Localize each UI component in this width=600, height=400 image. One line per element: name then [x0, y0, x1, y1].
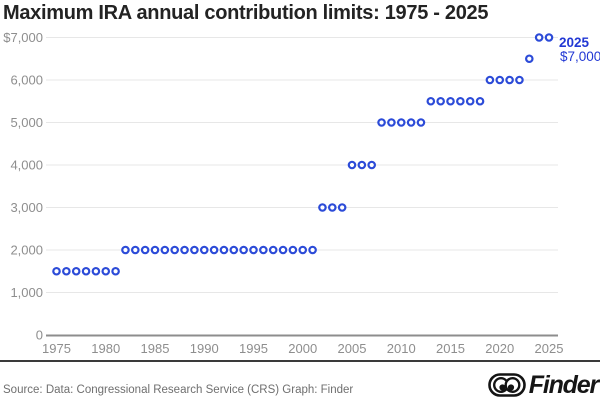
y-tick-label: 5,000	[10, 115, 43, 130]
y-tick-label: 3,000	[10, 200, 43, 215]
data-point-marker	[347, 160, 357, 170]
data-point-marker	[111, 266, 120, 276]
data-point-marker	[160, 245, 170, 255]
data-point-marker	[475, 96, 485, 106]
data-point-marker	[318, 203, 327, 212]
data-point-marker	[406, 118, 416, 127]
data-point-marker	[485, 75, 495, 85]
source-credit-text: Source: Data: Congressional Research Ser…	[3, 384, 354, 396]
data-point-marker	[268, 245, 278, 255]
x-tick-label: 2010	[387, 341, 416, 356]
data-point-marker	[91, 266, 101, 276]
data-point-marker	[387, 118, 396, 127]
y-tick-label: 0	[36, 328, 43, 343]
data-point-marker	[367, 160, 377, 170]
x-tick-label: 2015	[436, 341, 465, 356]
annotation-year-label: 2025	[559, 35, 590, 50]
data-point-marker	[327, 203, 337, 212]
x-tick-label: 1975	[42, 341, 71, 356]
data-point-marker	[534, 33, 544, 42]
y-tick-label: 2,000	[10, 243, 43, 258]
googly-eyes-icon	[487, 373, 526, 397]
data-point-marker	[377, 118, 386, 127]
data-point-marker	[259, 245, 268, 255]
chart-canvas: 0 1,000 2,000 3,000 4,000 5,000 6,000 $7,000 197…	[3, 30, 600, 356]
data-point-marker	[249, 245, 258, 255]
x-tick-label: 2025	[535, 341, 564, 356]
data-point-marker	[544, 33, 554, 42]
data-point-marker	[465, 96, 475, 106]
data-point-marker	[81, 266, 91, 276]
data-point-marker	[515, 75, 524, 85]
data-point-marker	[199, 245, 209, 255]
data-point-marker	[150, 245, 160, 255]
finder-logo: Finder	[487, 370, 599, 399]
annotation-value-label: $7,000	[560, 49, 600, 64]
data-point-marker	[337, 203, 347, 212]
data-point-marker	[62, 266, 71, 276]
data-point-marker	[446, 96, 455, 106]
x-tick-label: 2020	[485, 341, 514, 356]
data-point-marker	[190, 245, 199, 255]
x-tick-label: 1980	[91, 341, 120, 356]
y-tick-label: 6,000	[10, 73, 43, 88]
x-tick-label: 1995	[239, 341, 268, 356]
data-point-marker	[505, 75, 514, 85]
data-point-marker	[416, 118, 426, 127]
ira-limits-chart: 0 1,000 2,000 3,000 4,000 5,000 6,000 $7,000 197…	[3, 30, 600, 356]
x-tick-label: 2000	[288, 341, 317, 356]
data-point-marker	[131, 245, 140, 255]
data-point-marker	[71, 266, 81, 276]
data-point-marker	[180, 245, 189, 255]
data-point-marker	[229, 245, 239, 255]
footer-separator-line	[0, 360, 600, 362]
data-point-marker	[456, 96, 465, 106]
data-point-marker	[121, 245, 130, 255]
y-tick-label: 4,000	[10, 158, 43, 173]
x-tick-label: 1990	[190, 341, 219, 356]
data-point-marker	[298, 245, 308, 255]
data-point-marker	[278, 245, 288, 255]
data-point-marker	[140, 245, 150, 255]
data-point-marker	[426, 96, 436, 106]
data-point-marker	[239, 245, 248, 255]
x-tick-label: 2005	[338, 341, 367, 356]
data-point-marker	[209, 245, 219, 255]
page-title: Maximum IRA annual contribution limits: …	[3, 2, 489, 24]
data-point-marker	[219, 245, 229, 255]
data-point-marker	[495, 75, 505, 85]
data-point-marker	[308, 245, 317, 255]
data-point-marker	[436, 96, 445, 106]
data-point-marker	[101, 266, 111, 276]
data-point-marker	[396, 118, 406, 127]
data-point-marker	[288, 245, 298, 255]
x-tick-label: 1985	[141, 341, 170, 356]
data-point-marker	[357, 160, 367, 170]
finder-wordmark: Finder	[528, 370, 599, 399]
y-tick-label: $7,000	[3, 30, 43, 45]
data-point-marker	[52, 266, 61, 276]
data-point-marker	[170, 245, 180, 255]
data-point-marker	[524, 54, 534, 64]
y-tick-label: 1,000	[10, 285, 43, 300]
